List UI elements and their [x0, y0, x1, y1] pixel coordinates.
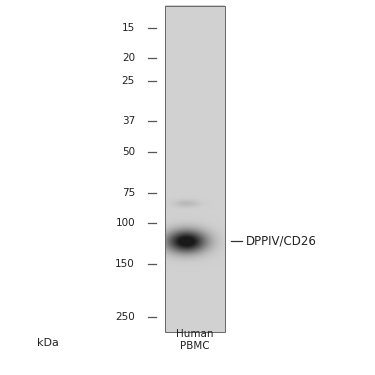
Text: 25: 25 — [122, 76, 135, 86]
Text: 15: 15 — [122, 24, 135, 33]
Text: 37: 37 — [122, 116, 135, 126]
Text: DPPIV/CD26: DPPIV/CD26 — [246, 235, 316, 248]
Text: 250: 250 — [115, 312, 135, 322]
Text: 75: 75 — [122, 188, 135, 198]
Text: Human
PBMC: Human PBMC — [176, 329, 214, 351]
Text: 50: 50 — [122, 147, 135, 157]
Text: 150: 150 — [115, 260, 135, 269]
Bar — [165, 6, 225, 332]
Text: kDa: kDa — [38, 338, 59, 348]
Text: 100: 100 — [116, 218, 135, 228]
Text: 20: 20 — [122, 53, 135, 63]
